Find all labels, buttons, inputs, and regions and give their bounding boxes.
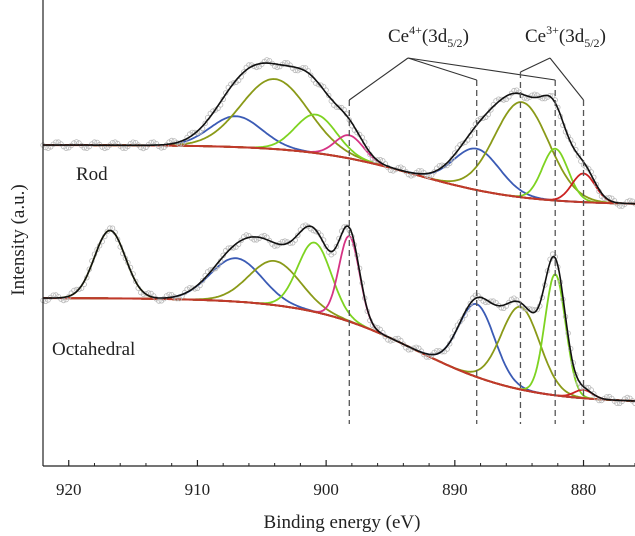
raw-data-point xyxy=(624,394,630,401)
raw-data-point xyxy=(549,251,556,257)
raw-data-point xyxy=(480,115,486,121)
raw-data-point xyxy=(565,133,571,139)
annotation-ce4-middle: (3d xyxy=(422,26,448,47)
raw-data-point xyxy=(143,291,149,297)
component-rod-7 xyxy=(43,144,635,205)
raw-data-point xyxy=(102,145,108,152)
raw-data-point xyxy=(575,153,582,159)
raw-data-rod xyxy=(40,57,635,209)
raw-data-point xyxy=(228,244,234,251)
raw-data-point xyxy=(596,397,602,404)
annotation-ce4-sub: 5/2 xyxy=(447,36,462,50)
raw-data-point xyxy=(199,278,206,284)
leader-line xyxy=(348,57,409,101)
raw-data-point xyxy=(434,348,440,354)
raw-data-point xyxy=(308,72,314,78)
raw-data-point xyxy=(333,243,340,250)
annotation-ce4: Ce4+(3d5/2) xyxy=(388,23,469,50)
labels-layer: Binding energy (eV) Intensity (a.u.) Rod… xyxy=(8,23,606,533)
x-tick-label: 880 xyxy=(571,480,597,499)
raw-data-point xyxy=(470,127,476,133)
raw-data-point xyxy=(264,57,270,63)
leader-line xyxy=(520,57,551,73)
annotation-ce4-sup: 4+ xyxy=(409,23,422,37)
panel-label-rod: Rod xyxy=(76,164,108,185)
annotation-ce4-suffix: ) xyxy=(463,26,469,47)
annotation-ce3-suffix: ) xyxy=(600,26,606,47)
raw-data-point xyxy=(274,64,280,71)
x-tick-label: 900 xyxy=(313,480,339,499)
raw-data-point xyxy=(104,228,110,235)
raw-data-point xyxy=(295,232,301,238)
envelope-octahedral xyxy=(43,225,635,402)
raw-data-point xyxy=(210,266,216,273)
raw-data-point xyxy=(76,286,82,293)
annotation-ce3-sup: 3+ xyxy=(546,23,559,37)
raw-data-point xyxy=(632,400,635,406)
annotation-ce3-prefix: Ce xyxy=(525,26,546,47)
annotation-ce3: Ce3+(3d5/2) xyxy=(525,23,606,50)
raw-data-point xyxy=(238,237,244,243)
raw-data-point xyxy=(423,354,430,360)
raw-data-point xyxy=(467,300,473,307)
raw-data-point xyxy=(593,181,600,188)
annotation-ce4-prefix: Ce xyxy=(388,26,409,47)
component-rod-5 xyxy=(43,101,635,205)
curves-layer xyxy=(40,57,635,406)
guides-layer xyxy=(348,57,585,424)
x-tick-label: 920 xyxy=(56,480,82,499)
raw-data-point xyxy=(459,140,466,147)
raw-data-point xyxy=(372,324,378,330)
raw-data-point xyxy=(230,80,237,86)
raw-data-point xyxy=(168,137,175,144)
background-octahedral xyxy=(43,297,635,402)
leader-line xyxy=(407,57,477,81)
raw-data-point xyxy=(374,157,381,163)
raw-data-point xyxy=(272,243,278,249)
raw-data-point xyxy=(524,306,530,312)
x-axis-title: Binding energy (eV) xyxy=(264,512,421,533)
raw-data-point xyxy=(627,197,633,204)
raw-data-point xyxy=(73,139,80,145)
raw-data-point xyxy=(405,347,412,353)
raw-data-point xyxy=(498,96,504,103)
raw-data-point xyxy=(513,297,520,303)
axes-layer xyxy=(42,0,635,467)
component-octahedral-2 xyxy=(43,260,635,402)
x-tick-label: 890 xyxy=(442,480,468,499)
raw-data-point xyxy=(241,69,247,75)
raw-data-point xyxy=(192,129,198,136)
raw-data-point xyxy=(604,195,610,201)
raw-data-point xyxy=(243,232,249,238)
raw-data-point xyxy=(531,91,538,97)
raw-data-point xyxy=(326,92,332,99)
raw-data-point xyxy=(439,349,445,355)
leader-line xyxy=(407,57,556,81)
annotation-ce3-sub: 5/2 xyxy=(584,36,599,50)
raw-data-point xyxy=(364,145,370,152)
raw-data-point xyxy=(202,120,208,126)
raw-data-point xyxy=(287,62,293,68)
raw-data-point xyxy=(140,145,147,152)
raw-data-point xyxy=(58,296,64,302)
component-rod-4 xyxy=(43,144,635,205)
raw-data-point xyxy=(488,107,494,113)
panel-label-octahedral: Octahedral xyxy=(52,339,135,360)
raw-data-point xyxy=(534,306,540,313)
x-tick-label: 910 xyxy=(185,480,211,499)
annotation-ce3-middle: (3d xyxy=(559,26,585,47)
raw-data-point xyxy=(591,391,597,397)
raw-data-point xyxy=(336,104,342,110)
raw-data-point xyxy=(132,278,139,284)
raw-data-point xyxy=(400,341,406,347)
envelope-rod xyxy=(43,62,635,205)
raw-data-point xyxy=(323,243,329,250)
component-rod-6 xyxy=(43,144,635,205)
raw-data-point xyxy=(441,162,448,169)
y-axis-title: Intensity (a.u.) xyxy=(8,184,29,295)
leader-line xyxy=(549,57,584,101)
background-rod xyxy=(43,144,635,205)
x-ticks: 920 910 900 890 880 xyxy=(42,460,635,499)
